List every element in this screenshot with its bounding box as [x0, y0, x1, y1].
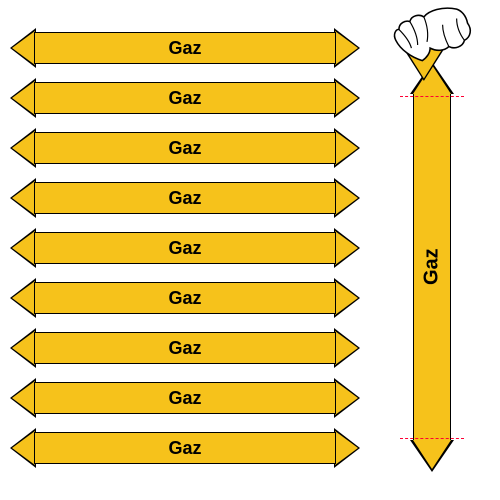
- marker-label: Gaz: [34, 182, 336, 214]
- marker-label: Gaz: [34, 232, 336, 264]
- marker-label: Gaz: [34, 432, 336, 464]
- pipe-marker: Gaz: [10, 428, 360, 468]
- cut-guide-line: [400, 96, 464, 97]
- vertical-pipe-marker: Gaz: [410, 62, 454, 472]
- marker-label: Gaz: [34, 82, 336, 114]
- pipe-marker: Gaz: [10, 178, 360, 218]
- marker-label: Gaz: [34, 32, 336, 64]
- marker-label: Gaz: [34, 382, 336, 414]
- pipe-marker: Gaz: [10, 228, 360, 268]
- pipe-marker: Gaz: [10, 28, 360, 68]
- marker-label: Gaz: [34, 132, 336, 164]
- marker-label: Gaz: [34, 282, 336, 314]
- marker-label: Gaz: [413, 92, 451, 442]
- pipe-marker: Gaz: [10, 328, 360, 368]
- pipe-marker: Gaz: [10, 128, 360, 168]
- pipe-marker: Gaz: [10, 378, 360, 418]
- hand-icon: [388, 6, 482, 76]
- pipe-marker: Gaz: [10, 78, 360, 118]
- illustration-canvas: { "label_text": "Gaz", "colors": { "fill…: [0, 0, 500, 500]
- pipe-marker: Gaz: [10, 278, 360, 318]
- marker-label: Gaz: [34, 332, 336, 364]
- cut-guide-line: [400, 438, 464, 439]
